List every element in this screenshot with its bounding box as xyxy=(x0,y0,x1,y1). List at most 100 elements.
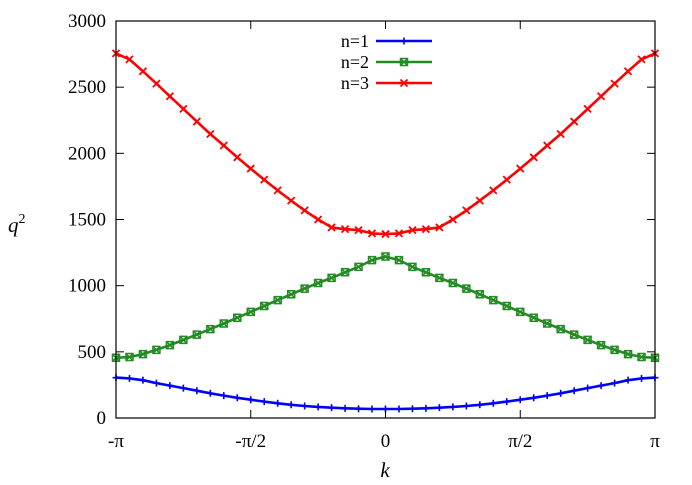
y-tick-label: 3000 xyxy=(68,11,106,32)
data-point xyxy=(192,330,202,339)
data-point xyxy=(247,396,255,404)
data-point xyxy=(327,223,336,232)
data-point xyxy=(354,225,363,235)
data-point xyxy=(597,382,605,390)
data-point xyxy=(489,399,497,407)
data-point xyxy=(381,252,390,261)
series-n1 xyxy=(112,374,659,413)
data-point xyxy=(596,92,606,101)
data-point xyxy=(408,262,417,272)
data-point xyxy=(301,402,309,410)
data-point xyxy=(610,79,619,88)
data-point xyxy=(638,374,646,382)
x-tick-label: π xyxy=(650,431,660,452)
data-point xyxy=(314,403,322,411)
data-point xyxy=(611,379,619,387)
data-point xyxy=(623,349,633,359)
ticks-layer: 0 500 1000 1500 2000 2500 3000 -π -π/2 0 π/2 π xyxy=(68,11,660,452)
data-point xyxy=(448,215,458,224)
data-point xyxy=(219,319,229,328)
data-point xyxy=(529,313,538,322)
data-point xyxy=(399,78,409,88)
data-point xyxy=(220,392,228,400)
data-point xyxy=(193,387,201,395)
data-point xyxy=(570,117,579,126)
data-point xyxy=(341,404,349,412)
plot-frame xyxy=(115,20,656,419)
data-point xyxy=(584,384,592,392)
data-point xyxy=(260,175,269,184)
y-tick-label: 500 xyxy=(78,342,107,363)
data-point xyxy=(368,405,376,413)
data-point xyxy=(233,394,241,402)
data-point xyxy=(435,404,443,412)
data-point xyxy=(259,301,269,311)
data-point xyxy=(139,376,147,384)
y-tick-label: 1500 xyxy=(68,210,106,231)
y-tick-label: 2500 xyxy=(68,77,106,98)
data-point xyxy=(399,57,409,67)
y-tick-label: 0 xyxy=(97,408,107,429)
data-point xyxy=(596,340,606,350)
data-point xyxy=(422,404,430,412)
data-point xyxy=(489,186,498,195)
data-point xyxy=(624,376,632,384)
data-point xyxy=(462,206,471,215)
data-point xyxy=(192,117,201,126)
data-point xyxy=(300,206,309,215)
legend-label: n=1 xyxy=(341,31,369,51)
data-point xyxy=(206,129,215,139)
data-point xyxy=(543,392,551,400)
data-point xyxy=(152,379,160,387)
data-point xyxy=(637,55,646,64)
legend-label: n=3 xyxy=(341,73,369,93)
data-point xyxy=(246,307,255,317)
data-point xyxy=(503,398,511,406)
data-point xyxy=(125,374,133,382)
data-point xyxy=(462,402,470,410)
data-point xyxy=(530,394,538,402)
data-point xyxy=(179,384,187,392)
data-point xyxy=(246,164,255,173)
data-point xyxy=(166,382,174,390)
data-point xyxy=(449,403,457,411)
x-tick-label: π/2 xyxy=(508,431,532,452)
data-point xyxy=(516,307,525,317)
data-point xyxy=(448,278,458,288)
data-point xyxy=(637,352,646,362)
data-point xyxy=(313,278,323,288)
data-point xyxy=(327,273,336,283)
data-point xyxy=(274,399,282,407)
legend: n=1n=2n=3 xyxy=(341,31,432,93)
data-point xyxy=(313,215,323,224)
data-point xyxy=(287,401,295,409)
data-point xyxy=(556,129,565,139)
y-axis-label-base: q xyxy=(8,213,19,237)
y-tick-label: 1000 xyxy=(68,276,106,297)
data-point xyxy=(556,324,565,334)
legend-swatch xyxy=(376,78,432,88)
data-point xyxy=(408,405,416,413)
data-point xyxy=(138,349,148,359)
series-n3 xyxy=(111,49,660,239)
data-point xyxy=(435,223,444,232)
data-point xyxy=(395,405,403,413)
data-point xyxy=(475,290,485,299)
series-layer xyxy=(111,49,660,413)
data-point xyxy=(287,196,296,205)
data-point xyxy=(502,301,512,311)
data-point xyxy=(529,153,538,162)
data-point xyxy=(152,345,161,355)
data-point xyxy=(583,104,592,114)
data-point xyxy=(300,284,309,293)
data-point xyxy=(206,324,215,334)
data-point xyxy=(273,295,282,305)
series-line xyxy=(115,52,656,236)
data-point xyxy=(367,255,377,265)
data-point xyxy=(219,141,228,150)
data-point xyxy=(260,398,268,406)
data-point xyxy=(355,405,363,413)
data-point xyxy=(340,268,350,277)
data-point xyxy=(273,186,282,195)
data-point xyxy=(125,352,134,362)
